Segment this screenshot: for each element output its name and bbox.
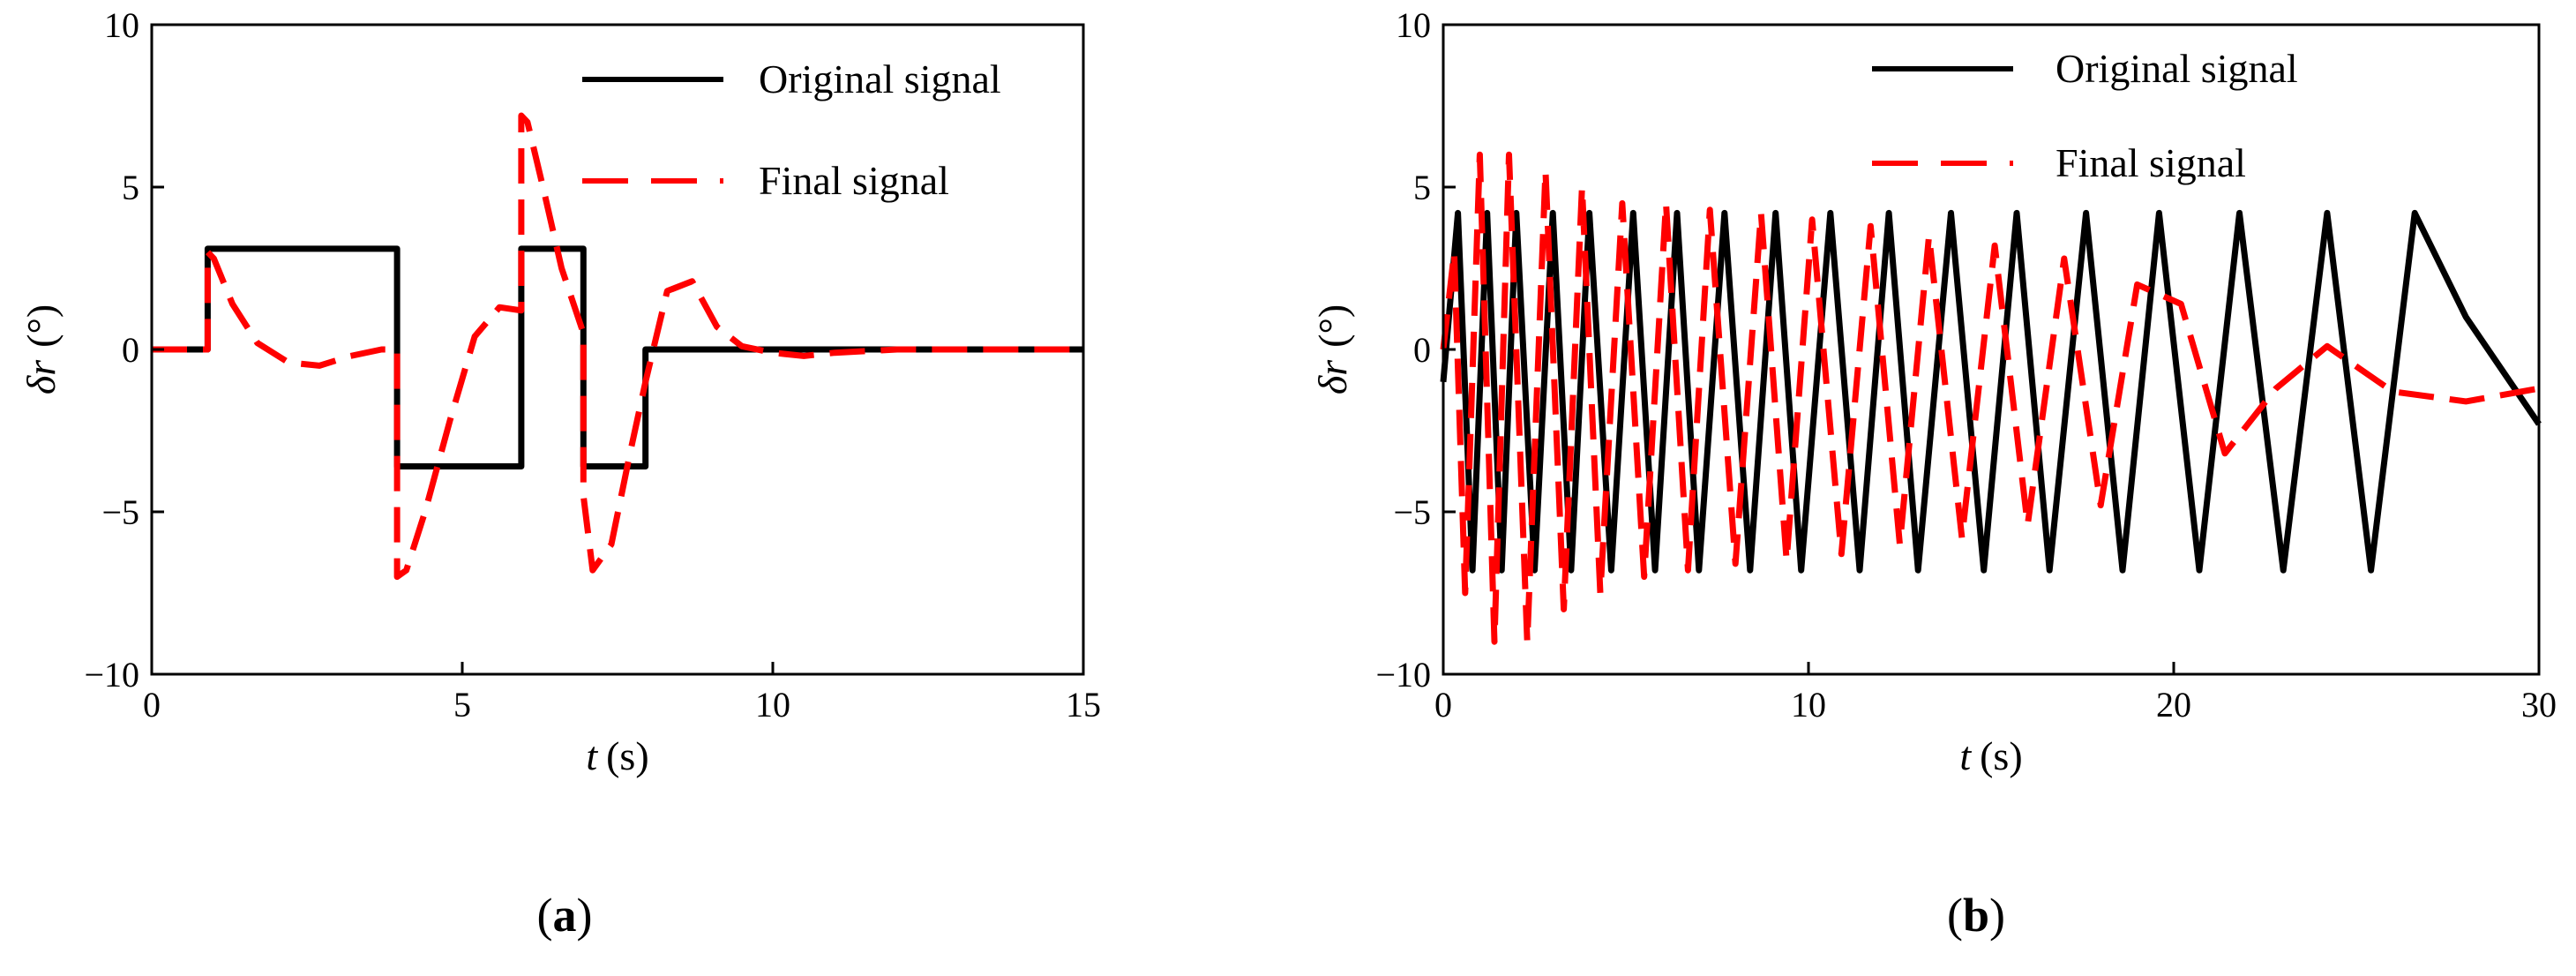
x-axis-label: t (s) — [586, 733, 648, 778]
panel-paren-open: ( — [1947, 889, 1963, 942]
panel-label: (b) — [1947, 889, 2005, 942]
y-tick-label: −5 — [1393, 492, 1431, 532]
x-tick-label: 0 — [143, 685, 161, 724]
panel-paren-close: ) — [1989, 889, 2005, 942]
y-tick-label: 5 — [1413, 168, 1431, 207]
panel-letter: b — [1963, 889, 1989, 942]
y-axis-unit: (°) — [19, 304, 64, 348]
y-tick-label: −10 — [1375, 655, 1431, 694]
original-signal-line — [1440, 209, 2542, 574]
x-tick-label: 20 — [2156, 685, 2191, 724]
y-tick-label: −10 — [84, 655, 139, 694]
legend-final-label: Final signal — [2056, 140, 2246, 185]
y-axis-unit: (°) — [1310, 304, 1355, 348]
panel-paren-close: ) — [577, 889, 593, 942]
final-signal-line — [1440, 151, 2540, 645]
x-axis-unit: (s) — [606, 733, 649, 778]
panel-label: (a) — [537, 889, 593, 942]
final-signal-line — [152, 112, 1083, 581]
y-axis-label: δr (°) — [19, 304, 64, 394]
y-tick-label: 5 — [122, 168, 139, 207]
x-tick-label: 15 — [1066, 685, 1101, 724]
panel-paren-open: ( — [537, 889, 553, 942]
y-tick-label: 10 — [1396, 5, 1431, 45]
panel-b: 0 10 20 30 −10 −5 0 5 10 t (s) δr (°) Original signal… — [1310, 5, 2557, 942]
y-tick-label: −5 — [101, 492, 139, 532]
y-tick-label: 10 — [104, 5, 139, 45]
legend-final-label: Final signal — [759, 158, 949, 203]
x-axis-variable: t — [586, 733, 598, 778]
y-tick-label: 0 — [1413, 330, 1431, 370]
x-tick-label: 10 — [1791, 685, 1826, 724]
legend-original-label: Original signal — [759, 56, 1001, 101]
panel-letter: a — [553, 889, 577, 942]
x-axis-variable: t — [1959, 733, 1972, 778]
y-tick-label: 0 — [122, 330, 139, 370]
x-tick-label: 30 — [2521, 685, 2557, 724]
panel-a: 0 5 10 15 −10 −5 0 5 10 t (s) δr (°) Original signal F… — [19, 5, 1101, 942]
x-tick-label: 5 — [453, 685, 471, 724]
x-tick-label: 0 — [1434, 685, 1452, 724]
x-tick-label: 10 — [755, 685, 790, 724]
original-signal-line — [152, 245, 1083, 469]
y-axis-variable: δr — [1310, 359, 1355, 394]
x-axis-unit: (s) — [1980, 733, 2023, 778]
legend-original-label: Original signal — [2056, 46, 2298, 91]
y-axis-label: δr (°) — [1310, 304, 1355, 394]
y-axis-variable: δr — [19, 359, 64, 394]
axes-frame — [1442, 23, 2541, 676]
x-axis-label: t (s) — [1959, 733, 2022, 778]
